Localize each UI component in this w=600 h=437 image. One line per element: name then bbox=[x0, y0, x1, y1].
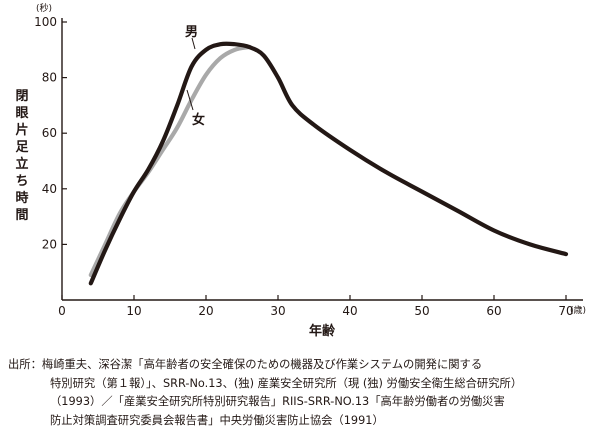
x-tick-label: 30 bbox=[270, 304, 285, 318]
series-label-leader-male bbox=[191, 37, 196, 50]
series-layer bbox=[88, 41, 569, 286]
x-tick-label: 50 bbox=[414, 304, 429, 318]
x-tick-label: 10 bbox=[126, 304, 141, 318]
series-label-male: 男 bbox=[185, 25, 198, 40]
y-tick-label: 100 bbox=[34, 15, 57, 29]
y-axis-title: 閉眼片足立ち時間 bbox=[15, 89, 29, 223]
y-tick-label: 60 bbox=[42, 126, 57, 140]
x-tick-label: 70 bbox=[558, 304, 573, 318]
y-ticks: 20 40 60 80 100 bbox=[34, 15, 67, 251]
y-tick-label: 20 bbox=[42, 237, 57, 251]
source-line: 防止対策調査研究委員会報告書」中央労働災害防止協会（1991） bbox=[50, 413, 384, 427]
series-line-female bbox=[88, 44, 252, 278]
source-line: 特別研究（第１報）」、SRR-No.13、(独) 産業安全研究所（現 (独) 労… bbox=[50, 376, 523, 390]
y-tick-label: 40 bbox=[42, 182, 57, 196]
source-line: （1993）／「産業安全研究所特別研究報告」RIIS-SRR-NO.13「高年齢… bbox=[50, 395, 505, 408]
series-line-male bbox=[88, 41, 569, 286]
x-axis-title: 年齢 bbox=[309, 323, 336, 339]
series-label-leader-female bbox=[186, 89, 194, 111]
y-tick-label: 80 bbox=[42, 71, 57, 85]
source-line: 出所：梅崎重夫、深谷潔「高年齢者の安全確保のための機器及び作業システムの開発に関… bbox=[8, 358, 483, 371]
source-citation: 出所：梅崎重夫、深谷潔「高年齢者の安全確保のための機器及び作業システムの開発に関… bbox=[8, 356, 598, 430]
x-ticks: 0 10 20 30 40 50 60 70 bbox=[58, 295, 574, 318]
x-tick-label: 60 bbox=[486, 304, 501, 318]
x-tick-label: 20 bbox=[198, 304, 213, 318]
x-tick-label: 40 bbox=[342, 304, 357, 318]
chart: 20 40 60 80 100 0 10 20 30 40 50 60 70 (秒) (歳) 閉眼片足… bbox=[15, 2, 586, 339]
series-label-female: 女 bbox=[192, 112, 205, 128]
x-unit-label: (歳) bbox=[570, 304, 586, 316]
y-unit-label: (秒) bbox=[36, 2, 52, 14]
x-tick-label: 0 bbox=[58, 304, 66, 318]
